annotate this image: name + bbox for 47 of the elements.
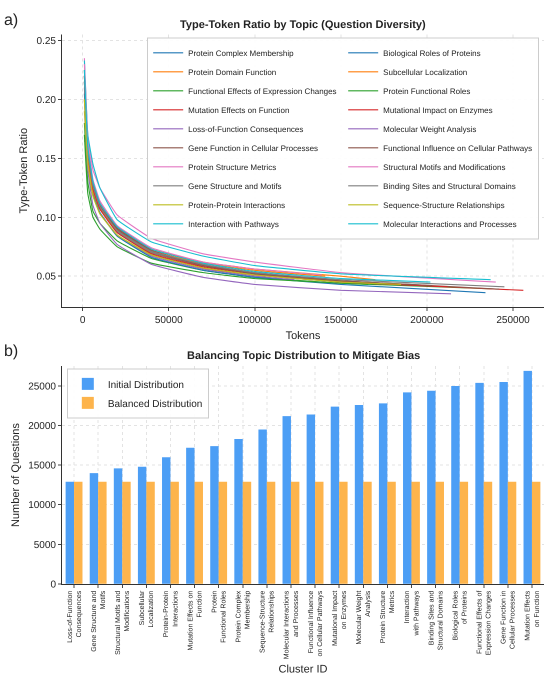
legend-label: Functional Influence on Cellular Pathways: [383, 144, 532, 153]
legend-label: Structural Motifs and Modifications: [383, 162, 506, 172]
text: a): [4, 12, 18, 29]
y-tick-label: 0.05: [36, 272, 56, 283]
legend-label: Gene Function in Cellular Processes: [188, 144, 318, 153]
y-axis-title: Number of Questions: [10, 422, 22, 528]
legend-label: Mutational Impact on Enzymes: [383, 106, 493, 115]
legend-label: Binding Sites and Structural Domains: [383, 182, 516, 191]
legend-label: Sequence-Structure Relationships: [383, 200, 505, 210]
chart-title: Type-Token Ratio by Topic (Question Diversity): [180, 19, 426, 31]
y-tick-label: 15000: [28, 460, 56, 472]
y-tick-label: 0.15: [36, 154, 56, 165]
legend-label: Protein Functional Roles: [383, 86, 470, 96]
x-tick-label: 200000: [410, 314, 444, 326]
x-tick-label: 150000: [324, 314, 358, 326]
y-tick-label: 20000: [28, 421, 56, 432]
legend-label: Biological Roles of Proteins: [383, 48, 481, 58]
y-tick-label: 10000: [28, 500, 56, 512]
legend-label: Gene Structure and Motifs: [188, 182, 282, 191]
x-tick-label: 100000: [238, 314, 272, 326]
y-tick-label: 25000: [28, 381, 56, 392]
legend-label: Mutation Effects on Function: [188, 106, 290, 115]
x-axis-title: Tokens: [286, 330, 321, 342]
x-tick-label: 0: [80, 314, 86, 326]
x-axis-title: Cluster ID: [278, 663, 328, 676]
legend-label: Protein-Protein Interactions: [188, 200, 286, 210]
legend-label: Protein Structure Metrics: [188, 162, 276, 172]
y-tick-label: 5000: [34, 540, 56, 551]
y-tick-label: 0.10: [36, 212, 56, 224]
y-tick-label: 0.20: [36, 94, 56, 106]
legend-label: Interaction with Pathways: [188, 220, 279, 229]
legend-label: Protein Domain Function: [188, 68, 276, 77]
legend-label: Balanced Distribution: [108, 398, 202, 410]
chart-title: Balancing Topic Distribution to Mitigate Bias: [187, 350, 420, 362]
x-tick-label: 50000: [154, 314, 184, 326]
legend-label: Loss-of-Function Consequences: [188, 124, 304, 134]
legend-label: Protein Complex Membership: [188, 48, 294, 58]
legend-label: Functional Effects of Expression Changes: [188, 86, 337, 96]
x-tick-label: 250000: [496, 314, 530, 326]
y-axis-title: Type-Token Ratio: [18, 128, 30, 214]
text: b): [4, 343, 18, 360]
y-tick-label: 0.25: [36, 36, 56, 48]
legend-label: Molecular Interactions and Processes: [383, 220, 517, 229]
legend-label: Subcellular Localization: [383, 68, 468, 77]
y-tick-label: 0: [50, 579, 56, 590]
legend-label: Molecular Weight Analysis: [383, 124, 476, 134]
legend-label: Initial Distribution: [108, 380, 184, 391]
